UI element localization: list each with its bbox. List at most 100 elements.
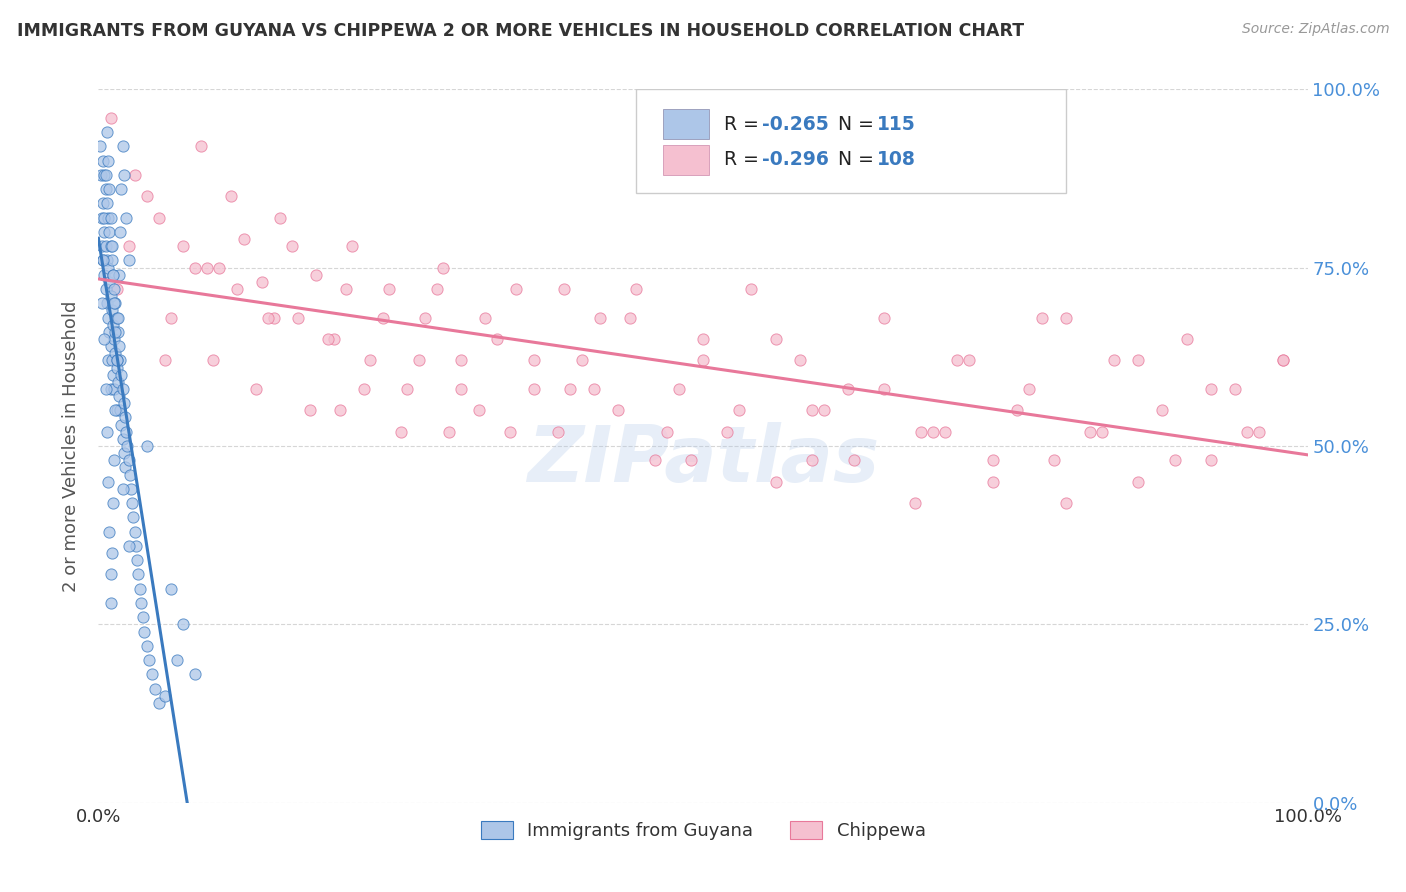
Point [100, 239, 122, 253]
Y-axis label: 2 or more Vehicles in Household: 2 or more Vehicles in Household [62, 301, 80, 591]
Point [765, 475, 787, 489]
Point [679, 453, 702, 467]
Point [105, 282, 128, 296]
Point [904, 496, 927, 510]
Point [96, 253, 118, 268]
Point [256, 310, 278, 325]
Point [269, 211, 291, 225]
Point [127, 567, 149, 582]
Point [96, 296, 118, 310]
Point [97, 310, 120, 325]
Point [299, 403, 322, 417]
Point [118, 453, 141, 467]
Point [498, 425, 520, 439]
Point [107, 310, 129, 325]
Point [143, 681, 166, 696]
Point [97, 260, 120, 275]
Point [94, 282, 117, 296]
Point [844, 453, 866, 467]
Point [93, 225, 115, 239]
FancyBboxPatch shape [637, 89, 1066, 193]
Point [245, 382, 267, 396]
Legend: Immigrants from Guyana, Chippewa: Immigrants from Guyana, Chippewa [474, 814, 932, 847]
Point [89, 139, 111, 153]
Point [93, 332, 115, 346]
Point [100, 382, 122, 396]
Point [432, 260, 454, 275]
Point [94, 239, 117, 253]
Point [129, 596, 152, 610]
Point [91, 153, 114, 168]
Point [134, 624, 156, 639]
Point [100, 596, 122, 610]
Point [100, 546, 122, 560]
Point [108, 339, 131, 353]
Point [1272, 353, 1295, 368]
Point [946, 353, 969, 368]
Point [626, 282, 648, 296]
Point [93, 168, 115, 182]
Point [250, 275, 273, 289]
Point [100, 239, 122, 253]
Point [1078, 425, 1101, 439]
Point [135, 439, 157, 453]
Point [800, 453, 823, 467]
Point [281, 239, 304, 253]
Point [921, 425, 943, 439]
Point [160, 582, 183, 596]
Point [97, 475, 120, 489]
Point [105, 353, 128, 368]
Point [111, 482, 134, 496]
Point [138, 653, 160, 667]
Point [101, 268, 124, 282]
Point [813, 403, 835, 417]
Point [103, 382, 125, 396]
Point [1054, 496, 1077, 510]
Point [105, 403, 128, 417]
Point [329, 403, 352, 417]
Point [474, 310, 496, 325]
Point [981, 475, 1004, 489]
Point [1042, 453, 1064, 467]
Point [120, 482, 142, 496]
Point [100, 353, 122, 368]
Point [360, 353, 382, 368]
Text: N =: N = [838, 151, 880, 169]
Point [100, 567, 122, 582]
Point [486, 332, 509, 346]
Point [389, 425, 412, 439]
Point [94, 182, 117, 196]
Point [1007, 403, 1029, 417]
Point [208, 260, 231, 275]
Text: IMMIGRANTS FROM GUYANA VS CHIPPEWA 2 OR MORE VEHICLES IN HOUSEHOLD CORRELATION C: IMMIGRANTS FROM GUYANA VS CHIPPEWA 2 OR … [17, 22, 1024, 40]
Point [426, 282, 449, 296]
Point [910, 425, 932, 439]
Point [91, 196, 114, 211]
Point [523, 382, 546, 396]
Point [111, 432, 134, 446]
Point [523, 353, 546, 368]
Point [413, 310, 436, 325]
Point [108, 353, 131, 368]
Point [395, 382, 418, 396]
FancyBboxPatch shape [664, 145, 709, 175]
Point [716, 425, 738, 439]
Point [934, 425, 956, 439]
Point [172, 239, 194, 253]
Point [118, 539, 141, 553]
Point [1199, 453, 1222, 467]
Point [110, 368, 132, 382]
Point [128, 582, 150, 596]
Point [1272, 353, 1295, 368]
Point [195, 260, 218, 275]
Point [108, 268, 131, 282]
Point [1102, 353, 1125, 368]
FancyBboxPatch shape [664, 109, 709, 139]
Point [468, 403, 491, 417]
Point [112, 396, 135, 410]
Point [97, 153, 120, 168]
Point [1018, 382, 1040, 396]
Point [342, 239, 364, 253]
Text: -0.296: -0.296 [762, 151, 830, 169]
Point [1199, 382, 1222, 396]
